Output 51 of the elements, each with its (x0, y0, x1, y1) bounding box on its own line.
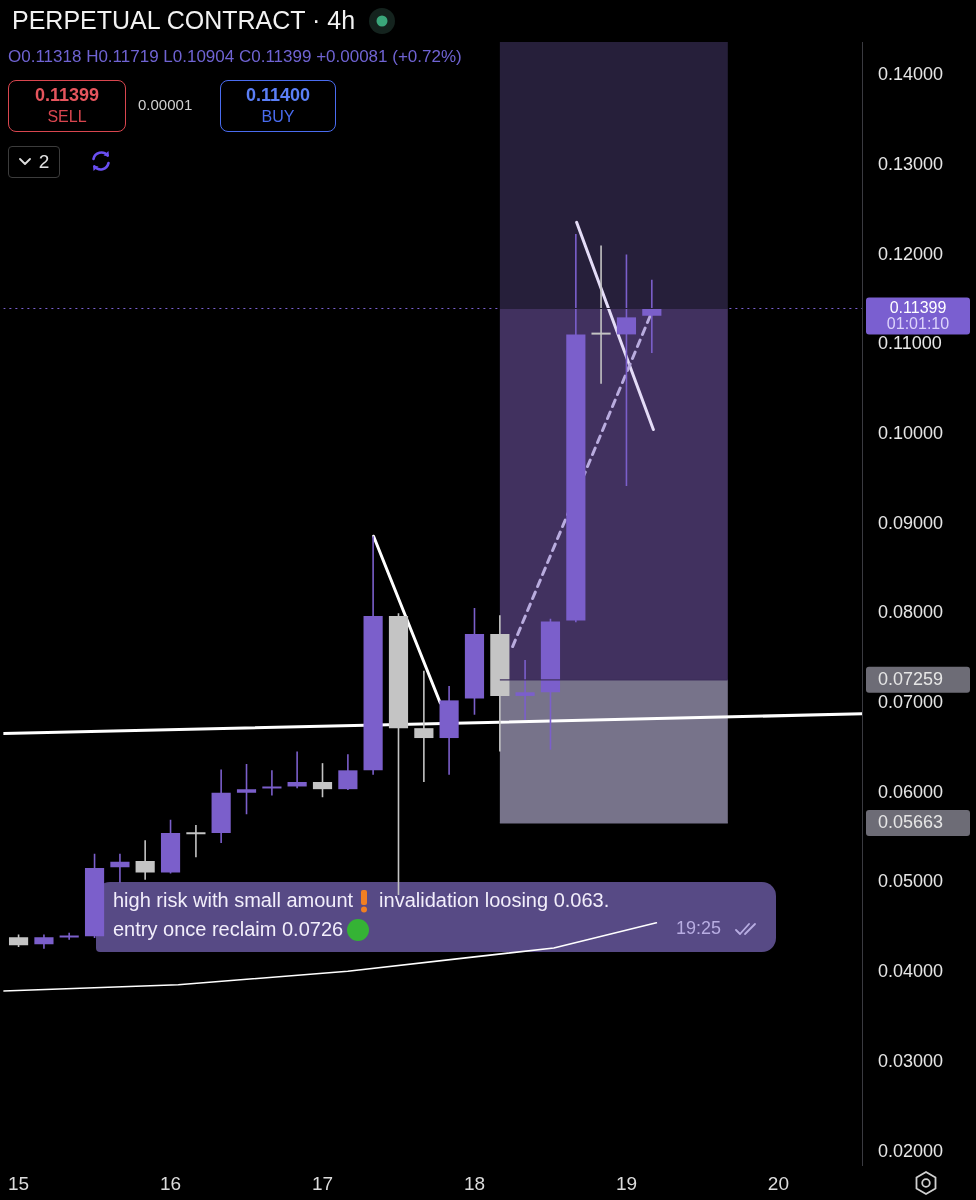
y-tick-label: 0.02000 (878, 1140, 944, 1161)
x-tick-label: 16 (159, 1172, 182, 1194)
y-tick-label: 0.07000 (878, 692, 944, 713)
annotation: 0.11399 (34, 84, 100, 106)
annotation: invalidation loosing 0.063. (379, 888, 610, 913)
x-tick-label: 17 (311, 1172, 334, 1194)
x-tick-label: 18 (463, 1172, 486, 1194)
x-tick-label: 19 (615, 1172, 638, 1194)
annotation: O0.11318 H0.11719 L0.10904 C0.11399 +0.00081 (+0.72%) (8, 47, 462, 67)
candlestick (591, 244, 611, 385)
candlestick (236, 763, 257, 816)
annotation: SELL (47, 107, 87, 127)
y-tick-label: 0.08000 (878, 602, 944, 623)
x-tick-label: 15 (8, 1172, 30, 1194)
annotation: entry once reclaim 0.0726 (113, 917, 344, 942)
annotation: 0.11400 (245, 84, 311, 106)
y-tick-label: 0.09000 (878, 512, 944, 533)
y-tick-label: 0.05663 (878, 811, 944, 832)
candlestick (262, 769, 282, 797)
y-tick-label: 0.04000 (878, 961, 944, 982)
ref-line-label: 0.11399 (889, 298, 947, 316)
candlestick (110, 852, 130, 884)
candlestick (338, 753, 358, 791)
candlestick (616, 253, 637, 487)
y-tick-label: 0.14000 (878, 64, 944, 85)
annotation: 2 (38, 151, 50, 173)
candlestick (186, 824, 206, 859)
y-tick-label: 0.12000 (878, 243, 944, 264)
y-tick-label: 0.07259 (878, 668, 944, 689)
candlestick (135, 839, 155, 881)
y-tick-label: 0.13000 (878, 153, 944, 174)
y-tick-label: 0.03000 (878, 1050, 944, 1071)
annotation: 0.00001 (138, 96, 193, 113)
chart-title: PERPETUAL CONTRACT · 4h (12, 6, 356, 35)
candlestick (515, 659, 535, 721)
candlestick (642, 278, 662, 354)
y-tick-label: 0.06000 (878, 781, 944, 802)
annotation: BUY (261, 107, 295, 127)
x-tick-label: 20 (767, 1172, 789, 1194)
y-tick-label: 0.05000 (878, 871, 944, 892)
dropdown-button: 2 (8, 146, 60, 178)
candlestick (414, 669, 434, 783)
sell-button: 0.11399 SELL (8, 80, 126, 132)
y-tick-label: 0.11000 (878, 333, 942, 354)
candlestick (59, 931, 79, 941)
annotation: high risk with small amount (113, 888, 354, 913)
text: 01:01:10 (886, 315, 950, 333)
buy-button: 0.11400 BUY (220, 80, 336, 132)
candlestick (312, 762, 333, 799)
y-tick-label: 0.10000 (878, 422, 944, 443)
annotation: 19:25 (676, 918, 722, 939)
